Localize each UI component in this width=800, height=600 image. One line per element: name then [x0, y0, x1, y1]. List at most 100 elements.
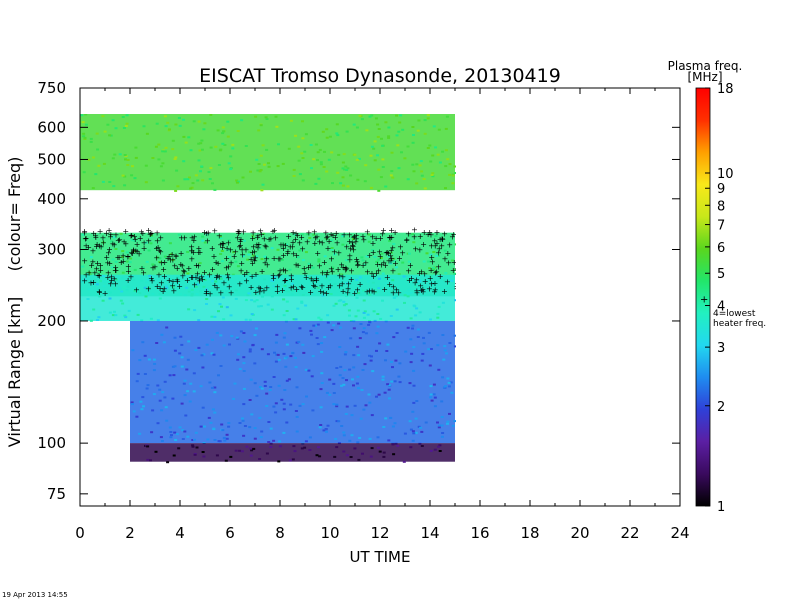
data-speck — [288, 268, 292, 271]
data-speck — [373, 256, 377, 258]
data-speck — [214, 280, 218, 283]
data-speck — [301, 268, 305, 270]
echo-mark: + — [235, 229, 242, 238]
data-speck — [413, 305, 417, 308]
data-speck — [283, 284, 287, 287]
echo-mark: + — [244, 268, 251, 277]
data-speck — [311, 409, 315, 412]
echo-mark: + — [218, 289, 225, 298]
data-speck — [228, 255, 231, 258]
data-speck — [221, 132, 225, 135]
data-speck — [387, 136, 391, 139]
data-speck — [260, 189, 264, 192]
data-speck — [368, 293, 372, 296]
data-speck — [338, 374, 342, 377]
echo-mark: + — [262, 259, 269, 268]
data-speck — [429, 348, 433, 350]
echo-mark: + — [134, 247, 141, 256]
data-speck — [395, 332, 399, 334]
data-speck — [336, 134, 340, 137]
echo-mark: + — [236, 243, 243, 252]
data-speck — [189, 382, 193, 385]
data-speck — [454, 299, 456, 302]
data-speck — [382, 426, 386, 428]
data-speck — [358, 276, 362, 279]
data-speck — [335, 132, 339, 135]
echo-mark: + — [325, 244, 332, 253]
echo-mark: + — [228, 289, 235, 298]
echo-mark: + — [428, 280, 435, 289]
data-speck — [103, 130, 107, 133]
data-speck — [132, 410, 136, 413]
echo-mark: + — [338, 260, 345, 269]
data-speck — [274, 402, 278, 405]
echo-mark: + — [223, 264, 230, 273]
data-speck — [355, 126, 359, 129]
data-speck — [299, 285, 303, 288]
data-speck — [184, 141, 188, 144]
data-speck — [267, 162, 270, 165]
data-speck — [276, 165, 280, 168]
data-speck — [390, 380, 394, 383]
data-speck — [444, 385, 448, 388]
data-speck — [219, 365, 223, 367]
data-speck — [252, 447, 256, 450]
data-speck — [99, 280, 102, 283]
echo-mark: + — [353, 231, 360, 240]
echo-mark: + — [112, 263, 119, 272]
echo-mark: + — [414, 289, 421, 298]
echo-mark: + — [298, 283, 305, 292]
data-speck — [253, 427, 257, 430]
data-speck — [434, 235, 438, 237]
echo-mark: + — [350, 245, 357, 254]
data-speck — [285, 421, 289, 424]
echo-mark: + — [115, 253, 122, 262]
data-speck — [370, 145, 374, 148]
data-speck — [358, 157, 361, 160]
data-speck — [441, 150, 445, 153]
data-speck — [235, 181, 239, 184]
data-speck — [287, 378, 291, 381]
data-speck — [320, 342, 324, 344]
data-speck — [291, 458, 295, 461]
echo-mark: + — [100, 234, 107, 243]
data-speck — [285, 356, 289, 359]
echo-mark: + — [130, 247, 137, 256]
data-speck — [381, 299, 384, 302]
echo-mark: + — [411, 226, 418, 235]
echo-mark: + — [301, 264, 308, 273]
data-speck — [234, 260, 238, 263]
data-speck — [274, 411, 278, 414]
data-speck — [154, 145, 158, 148]
data-speck — [174, 439, 178, 441]
echo-mark: + — [176, 282, 183, 291]
colorbar-tick-label: 18 — [717, 82, 734, 97]
data-speck — [130, 174, 134, 177]
data-speck — [133, 240, 137, 242]
echo-mark: + — [280, 240, 287, 249]
echo-mark: + — [432, 242, 439, 251]
data-speck — [372, 288, 376, 291]
data-speck — [317, 258, 321, 261]
echo-mark: + — [360, 232, 367, 241]
data-speck — [134, 146, 138, 149]
data-speck — [324, 428, 328, 431]
data-speck — [304, 368, 308, 371]
data-speck — [121, 271, 125, 274]
data-speck — [429, 253, 433, 256]
data-speck — [179, 335, 183, 338]
data-speck — [152, 393, 156, 396]
data-speck — [253, 300, 257, 303]
data-speck — [217, 164, 221, 166]
echo-mark: + — [426, 228, 433, 237]
echo-mark: + — [312, 233, 319, 242]
data-speck — [81, 121, 85, 124]
data-speck — [250, 413, 254, 416]
data-speck — [428, 267, 432, 270]
echo-mark: + — [250, 243, 257, 252]
data-speck — [294, 366, 298, 369]
data-speck — [297, 145, 301, 148]
echo-mark: + — [395, 289, 402, 298]
data-speck — [445, 115, 449, 118]
echo-mark: + — [145, 236, 152, 245]
